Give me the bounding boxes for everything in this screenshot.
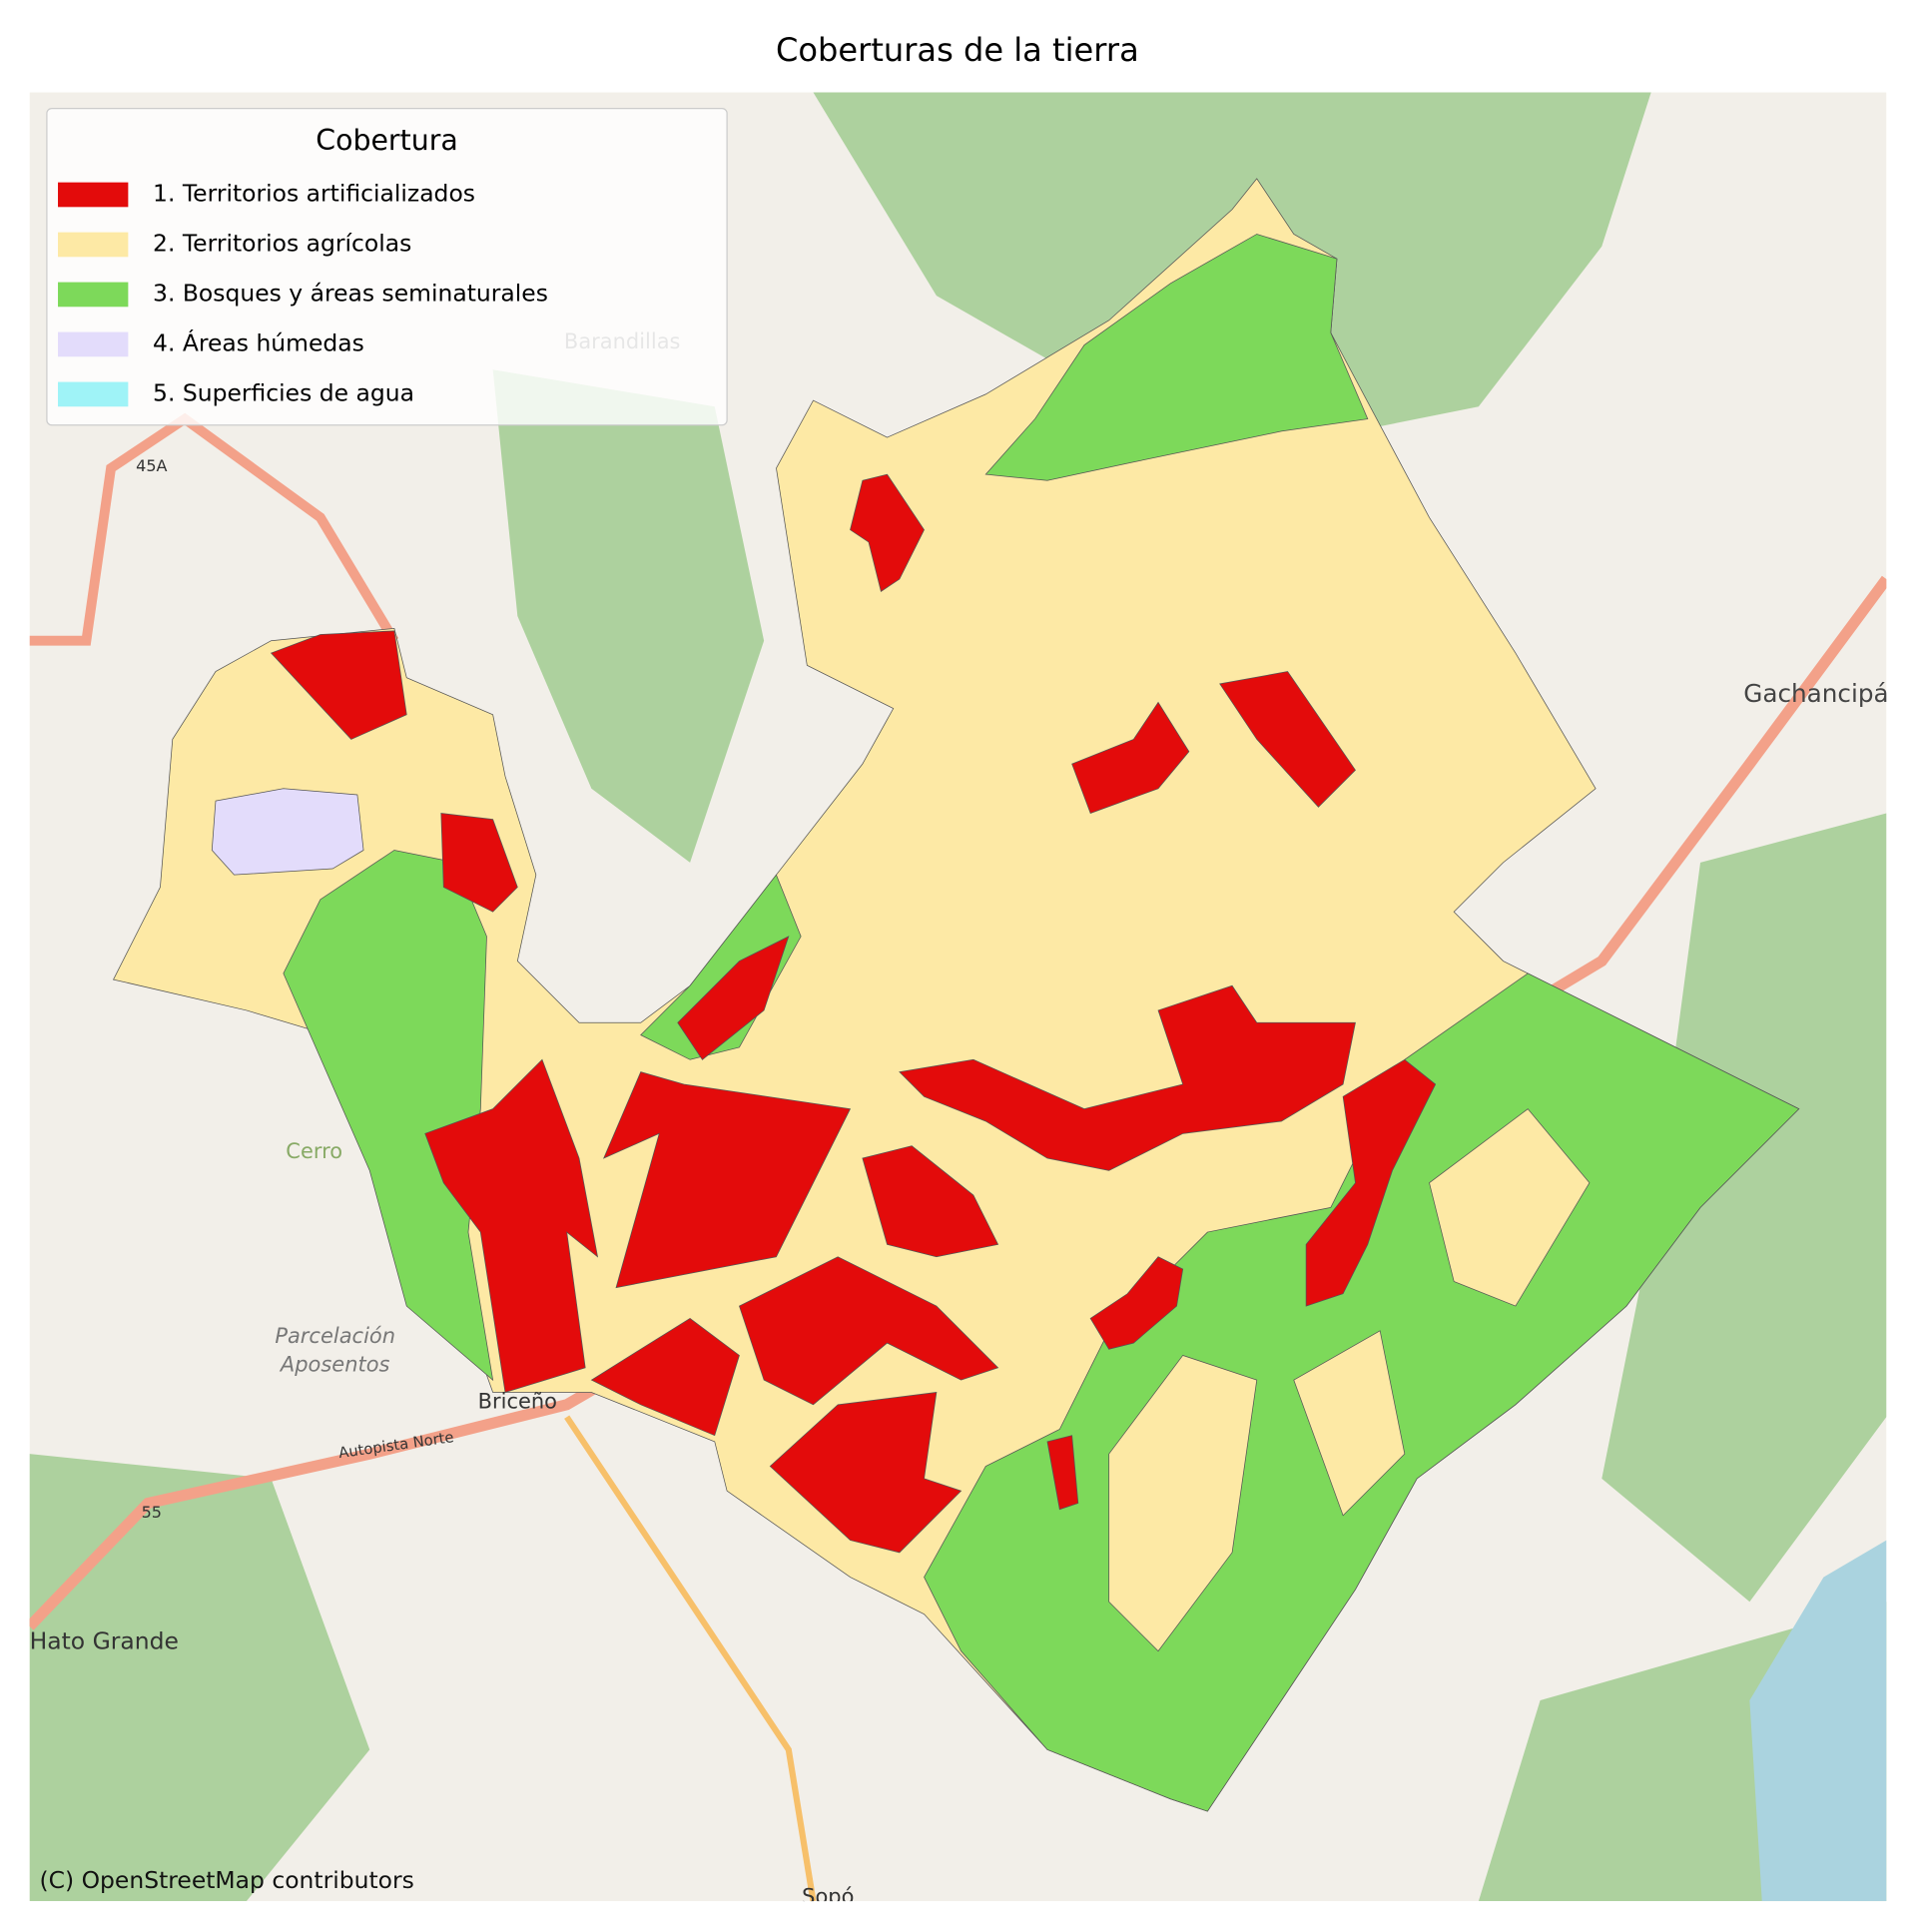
place-label: Parcelación (275, 1324, 395, 1348)
attribution: (C) OpenStreetMap contributors (40, 1866, 414, 1894)
artificial-patch (1219, 671, 1356, 808)
road (564, 1415, 817, 1902)
artificial-patch (1071, 701, 1190, 814)
agricultural-patch (1293, 1330, 1406, 1517)
place-label: Sopó (802, 1884, 854, 1908)
forest-patch (1601, 813, 1887, 1603)
place-label: Cerro (286, 1139, 342, 1163)
legend-swatch (58, 232, 129, 258)
artificial-patch (1305, 1058, 1437, 1307)
legend-label: 5. Superficies de agua (153, 378, 414, 406)
forest-patch (492, 369, 765, 863)
agricultural-patch (1108, 1355, 1258, 1652)
agricultural-patch (1429, 1108, 1591, 1307)
artificial-patch (899, 984, 1356, 1171)
basemap-water (1749, 1540, 1887, 1902)
place-label: Briceño (478, 1389, 557, 1413)
artificial-patch (739, 1256, 999, 1406)
legend-swatch (58, 182, 129, 208)
place-label: Hato Grande (30, 1626, 179, 1654)
artificial-patch (602, 1071, 852, 1289)
artificial-patch (1046, 1435, 1079, 1511)
artificial-patch (440, 813, 518, 913)
road (29, 412, 399, 646)
artificial-patch (850, 473, 925, 592)
legend-label: 1. Territorios artificializados (153, 179, 475, 207)
wetland-area (211, 788, 364, 876)
place-label: 55 (142, 1503, 162, 1522)
artificial-patch (424, 1058, 599, 1393)
legend-swatch (58, 381, 129, 407)
artificial-patch (590, 1317, 740, 1437)
artificial-patch (270, 630, 407, 740)
map-title: Coberturas de la tierra (776, 31, 1139, 69)
place-label: Aposentos (279, 1352, 390, 1376)
artificial-patch (769, 1392, 962, 1554)
place-label: Gachancipá (1743, 679, 1888, 708)
artificial-patch (1089, 1256, 1184, 1350)
place-label: 45A (136, 456, 167, 475)
forest-patch (29, 1454, 370, 1902)
legend-label: 4. Áreas húmedas (153, 328, 364, 356)
forest-area (283, 850, 494, 1382)
legend-title: Cobertura (316, 124, 457, 157)
artificial-patch (677, 936, 790, 1060)
legend-label: 3. Bosques y áreas seminaturales (153, 279, 548, 307)
legend-swatch (58, 282, 129, 308)
legend: Cobertura 1. Territorios artificializado… (46, 107, 728, 426)
artificial-areas (270, 473, 1437, 1554)
map-area: Barandillas Gachancipá Briceño Hato Gran… (29, 92, 1888, 1908)
legend-box (46, 107, 728, 426)
legend-swatch (58, 331, 129, 357)
agricultural-patches (1108, 1108, 1591, 1652)
forest-area (640, 874, 802, 1060)
forest-area (984, 234, 1369, 481)
legend-label: 2. Territorios agrícolas (153, 229, 411, 257)
artificial-patch (862, 1145, 999, 1258)
